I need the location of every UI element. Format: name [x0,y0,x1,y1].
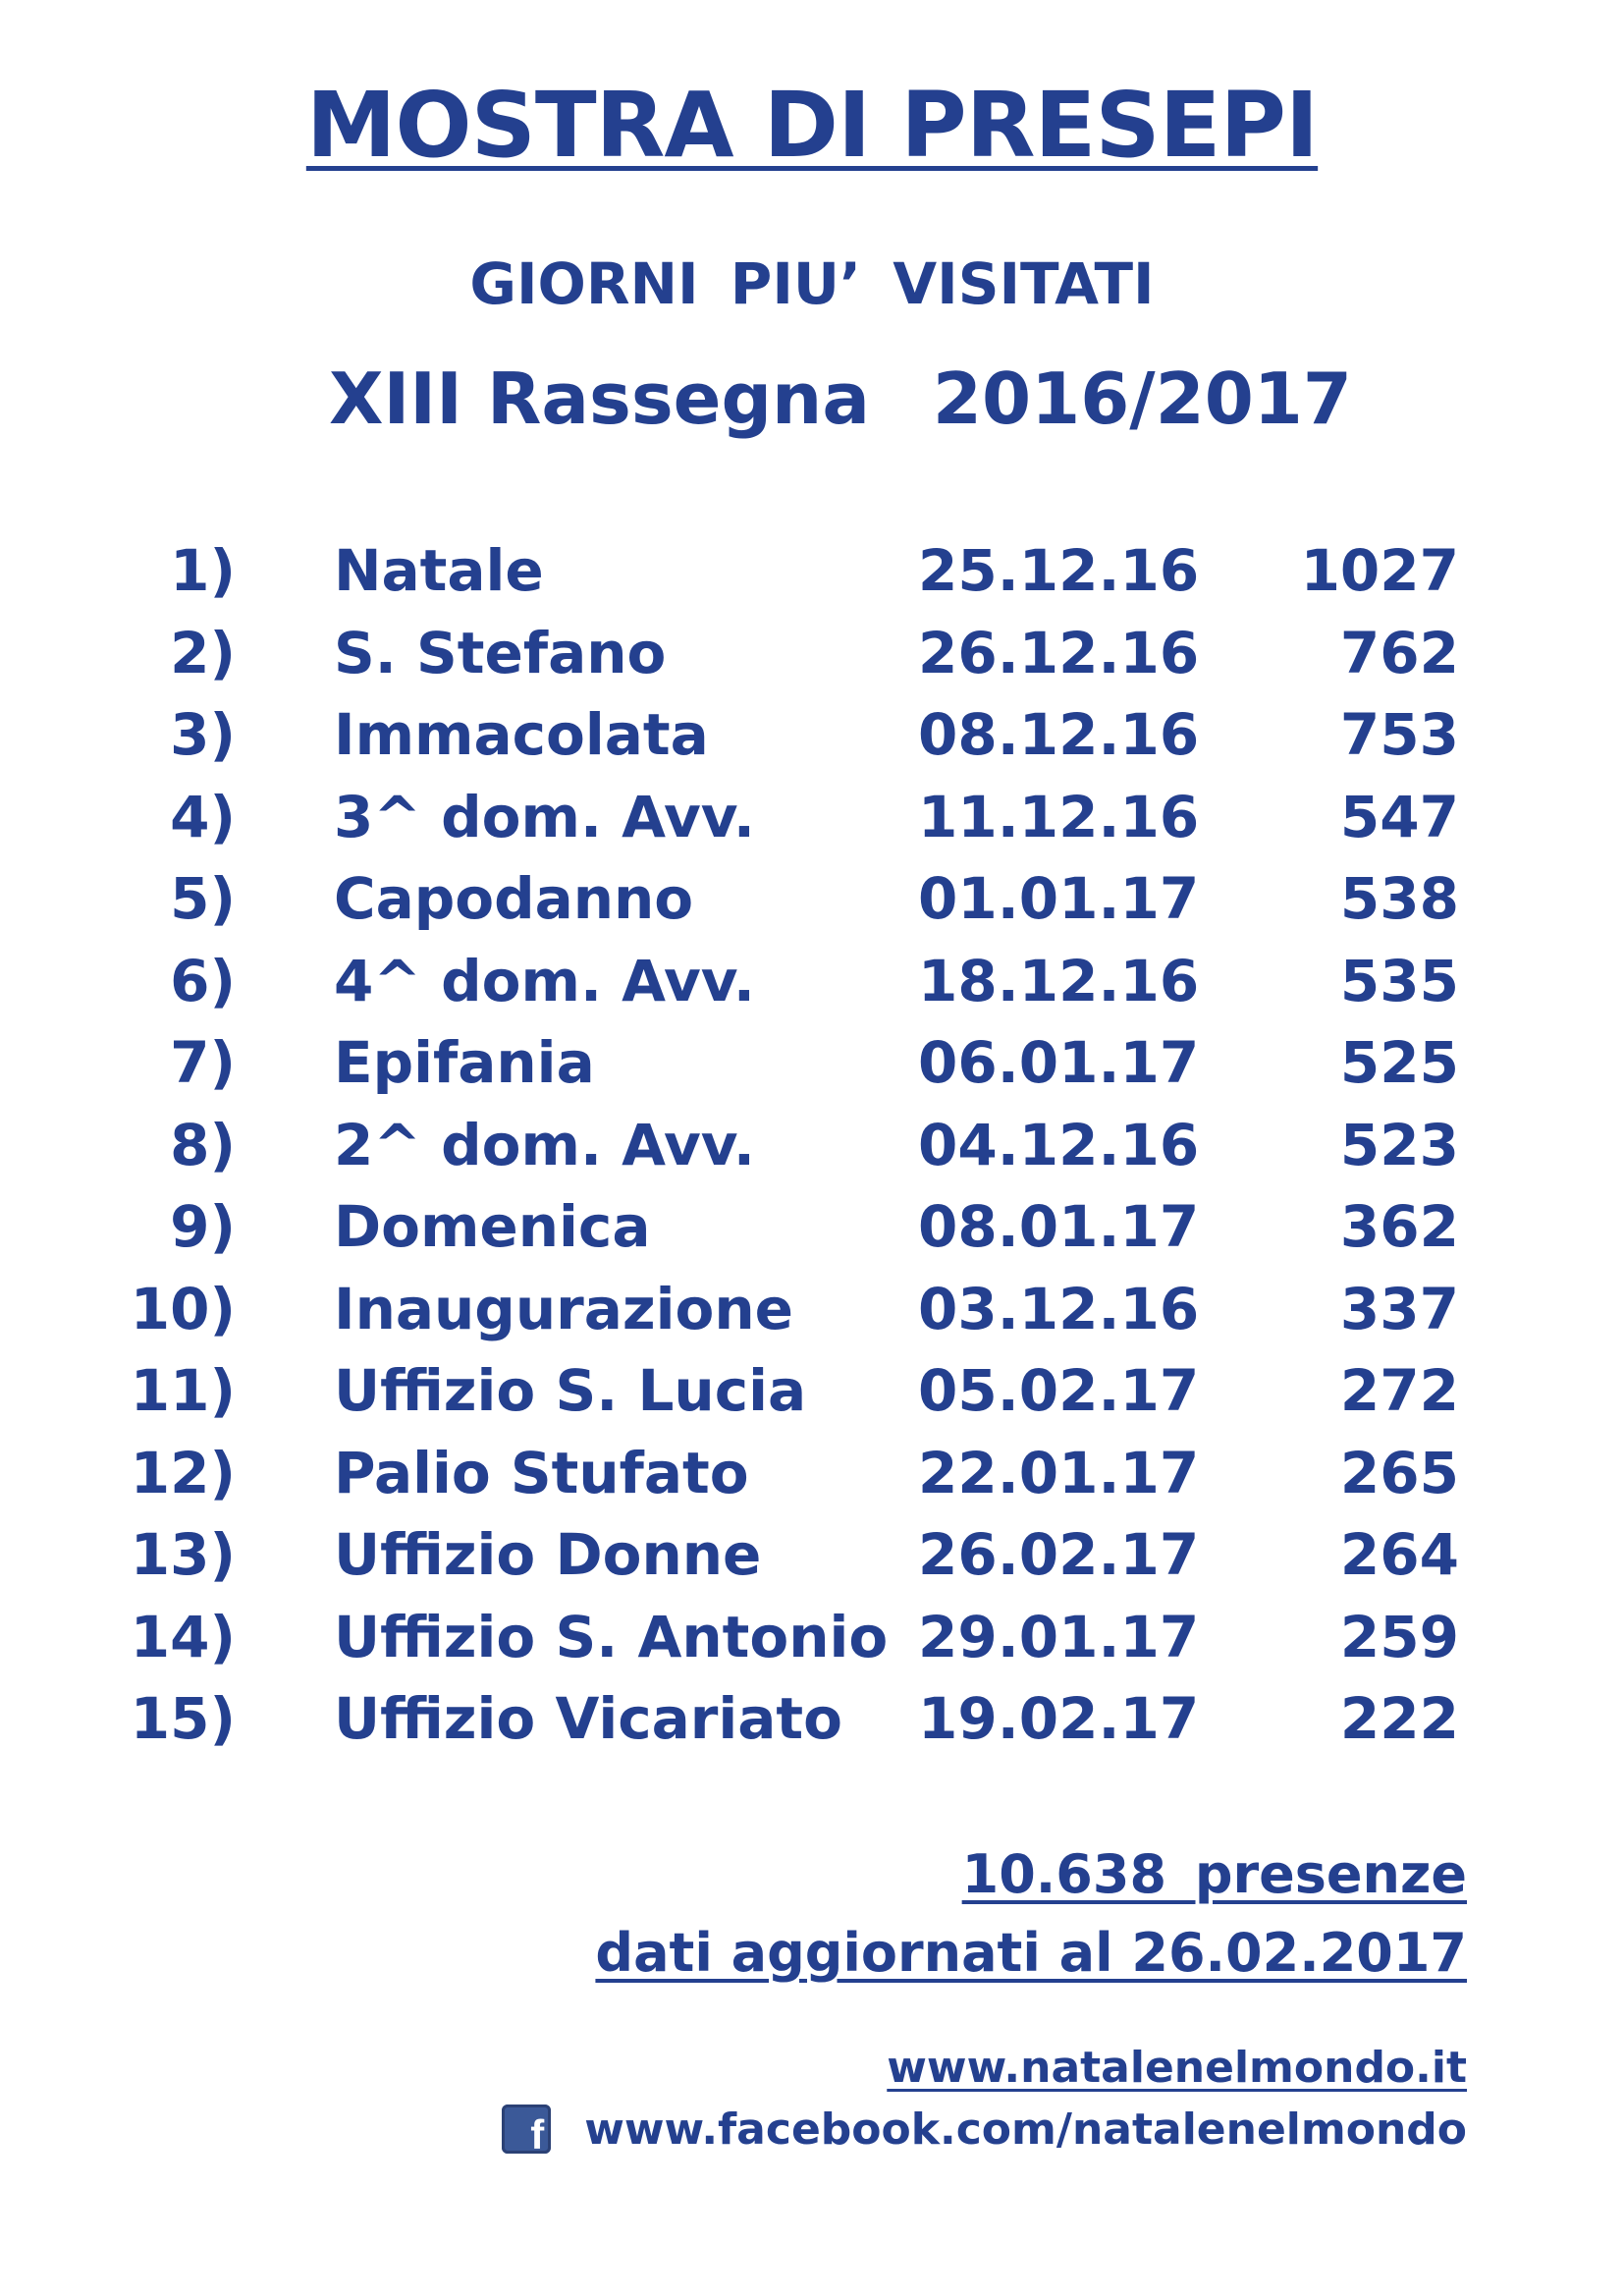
visitor-count: 272 [1339,1357,1459,1424]
ranking-row: 15) Uffizio Vicariato 19.02.17 222 [0,1678,1624,1761]
ranking-position: 2) [170,619,236,686]
ranking-row: 2) S. Stefano 26.12.16 762 [0,613,1624,695]
ranking-row: 4) 3^ dom. Avv. 11.12.16 547 [0,777,1624,859]
website-link[interactable]: www.natalenelmondo.it [887,2043,1467,2093]
event-date: 08.12.16 [918,701,1200,768]
event-date: 06.01.17 [918,1029,1200,1096]
event-name: 4^ dom. Avv. [334,947,755,1014]
event-date: 25.12.16 [918,537,1200,604]
ranking-position: 4) [170,783,236,850]
facebook-link[interactable]: www.facebook.com/natalenelmondo [584,2104,1467,2155]
ranking-row: 11) Uffizio S. Lucia 05.02.17 272 [0,1350,1624,1433]
facebook-link-row[interactable]: www.facebook.com/natalenelmondo [502,2102,1467,2157]
event-date: 18.12.16 [918,947,1200,1014]
event-name: Capodanno [334,865,694,932]
event-name: Natale [334,537,544,604]
document-title-text: MOSTRA DI PRESEPI [305,73,1319,178]
visitor-count: 1027 [1300,537,1459,604]
ranking-row: 6) 4^ dom. Avv. 18.12.16 535 [0,941,1624,1023]
ranking-position: 12) [130,1439,236,1506]
event-date: 19.02.17 [918,1685,1200,1752]
event-name: Epifania [334,1029,595,1096]
ranking-position: 9) [170,1193,236,1260]
ranking-position: 10) [130,1275,236,1342]
event-date: 01.01.17 [918,865,1200,932]
event-name: Uffizio S. Lucia [334,1357,807,1424]
facebook-icon [502,2105,552,2156]
ranking-row: 9) Domenica 08.01.17 362 [0,1186,1624,1269]
ranking-position: 7) [170,1029,236,1096]
ranking-row: 1) Natale 25.12.16 1027 [0,530,1624,613]
ranking-position: 5) [170,865,236,932]
document-title: MOSTRA DI PRESEPI [0,81,1624,171]
event-date: 05.02.17 [918,1357,1200,1424]
event-name: Uffizio S. Antonio [334,1603,889,1670]
visitor-count: 538 [1339,865,1459,932]
event-name: Immacolata [334,701,709,768]
ranking-row: 14) Uffizio S. Antonio 29.01.17 259 [0,1597,1624,1679]
ranking-position: 15) [130,1685,236,1752]
ranking-row: 12) Palio Stufato 22.01.17 265 [0,1433,1624,1515]
ranking-position: 1) [170,537,236,604]
visitor-count: 222 [1339,1685,1459,1752]
event-date: 08.01.17 [918,1193,1200,1260]
event-name: 3^ dom. Avv. [334,783,755,850]
ranking-row: 13) Uffizio Donne 26.02.17 264 [0,1514,1624,1597]
visitor-count: 523 [1339,1111,1459,1178]
total-attendance: 10.638 presenze [961,1843,1467,1905]
visitor-count: 264 [1339,1521,1459,1588]
event-date: 03.12.16 [918,1275,1200,1342]
ranking-position: 8) [170,1111,236,1178]
visitor-count: 259 [1339,1603,1459,1670]
event-date: 26.12.16 [918,619,1200,686]
event-name: Palio Stufato [334,1439,749,1506]
event-name: Inaugurazione [334,1275,793,1342]
event-name: Uffizio Vicariato [334,1685,842,1752]
event-name: Domenica [334,1193,651,1260]
ranking-position: 14) [130,1603,236,1670]
ranking-position: 13) [130,1521,236,1588]
edition-label: XIII Rassegna [329,357,870,440]
visitor-count: 525 [1339,1029,1459,1096]
visitor-count: 547 [1339,783,1459,850]
ranking-position: 11) [130,1357,236,1424]
visitor-count: 265 [1339,1439,1459,1506]
update-date: dati aggiornati al 26.02.2017 [595,1922,1467,1984]
event-date: 26.02.17 [918,1521,1200,1588]
edition-heading: XIII Rassegna 2016/2017 [329,363,1352,434]
event-date: 11.12.16 [918,783,1200,850]
event-name: S. Stefano [334,619,667,686]
event-date: 29.01.17 [918,1603,1200,1670]
ranking-row: 10) Inaugurazione 03.12.16 337 [0,1269,1624,1351]
event-date: 22.01.17 [918,1439,1200,1506]
visitor-count: 337 [1339,1275,1459,1342]
season-label: 2016/2017 [932,357,1352,440]
ranking-position: 3) [170,701,236,768]
ranking-position: 6) [170,947,236,1014]
visitor-count: 535 [1339,947,1459,1014]
ranking-row: 3) Immacolata 08.12.16 753 [0,694,1624,777]
ranking-row: 8) 2^ dom. Avv. 04.12.16 523 [0,1105,1624,1187]
ranking-row: 7) Epifania 06.01.17 525 [0,1022,1624,1105]
document-subtitle: GIORNI PIU’ VISITATI [469,250,1155,317]
event-date: 04.12.16 [918,1111,1200,1178]
visitor-count: 762 [1339,619,1459,686]
event-name: 2^ dom. Avv. [334,1111,755,1178]
visitor-count: 753 [1339,701,1459,768]
event-name: Uffizio Donne [334,1521,762,1588]
visited-days-ranking: 1) Natale 25.12.16 1027 2) S. Stefano 26… [0,530,1624,1761]
visitor-count: 362 [1339,1193,1459,1260]
ranking-row: 5) Capodanno 01.01.17 538 [0,858,1624,941]
